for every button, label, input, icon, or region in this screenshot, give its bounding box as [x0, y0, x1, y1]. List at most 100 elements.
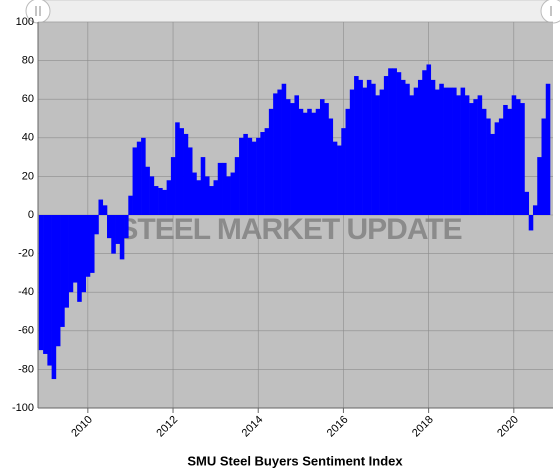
- bar: [507, 108, 512, 215]
- bar: [119, 215, 125, 260]
- bar: [422, 70, 427, 215]
- y-tick-label: -100: [12, 402, 34, 414]
- bar: [81, 215, 87, 293]
- bar: [456, 95, 461, 215]
- y-tick-label: 0: [28, 209, 34, 221]
- bar: [541, 118, 547, 215]
- bar: [396, 72, 402, 216]
- bar: [298, 108, 304, 215]
- bar: [319, 99, 325, 215]
- bar: [60, 215, 65, 327]
- bar: [273, 93, 278, 215]
- bar: [503, 104, 508, 215]
- bar: [268, 108, 274, 215]
- bar: [136, 141, 142, 215]
- bar: [439, 83, 444, 215]
- bar: [170, 157, 176, 215]
- bar: [107, 215, 112, 239]
- bar: [115, 215, 121, 244]
- bar: [166, 180, 172, 215]
- y-tick-label: -20: [18, 248, 34, 260]
- x-tick-label: 2014: [240, 414, 266, 440]
- y-tick-label: -40: [18, 286, 34, 298]
- bar: [337, 145, 342, 215]
- bar: [251, 141, 257, 215]
- bar: [179, 128, 184, 215]
- bar: [537, 157, 542, 215]
- bar: [358, 79, 363, 216]
- y-tick-label: -60: [18, 325, 34, 337]
- x-tick-label: 2012: [154, 414, 180, 440]
- bar: [77, 215, 82, 302]
- range-navigator[interactable]: [37, 0, 554, 23]
- bar: [43, 215, 48, 354]
- bar: [477, 95, 483, 215]
- bar: [307, 108, 312, 215]
- bar: [362, 87, 368, 215]
- bar: [469, 103, 474, 215]
- bar: [85, 215, 91, 277]
- bar: [209, 186, 214, 215]
- bar: [217, 162, 223, 215]
- bar: [524, 191, 530, 215]
- bar: [230, 172, 236, 215]
- bar: [486, 118, 491, 215]
- bar: [68, 215, 74, 293]
- bar: [447, 87, 453, 215]
- bar: [183, 133, 189, 215]
- bar: [345, 108, 351, 215]
- bar: [490, 133, 495, 215]
- y-tick-label: 80: [22, 55, 34, 67]
- bar: [354, 76, 359, 215]
- bar: [379, 89, 385, 215]
- y-tick-label: 40: [22, 132, 34, 144]
- bar: [38, 215, 44, 351]
- bar: [481, 108, 487, 215]
- bar: [494, 122, 500, 215]
- watermark: STEEL MARKET UPDATE: [118, 213, 461, 246]
- bar: [55, 215, 61, 347]
- bar: [187, 147, 193, 215]
- bar: [311, 112, 317, 215]
- bar: [243, 133, 248, 215]
- bar: [204, 176, 210, 215]
- bar: [226, 176, 231, 215]
- bar: [256, 137, 261, 215]
- bar: [413, 87, 419, 215]
- bar: [409, 95, 415, 215]
- bar: [405, 83, 410, 215]
- bar: [328, 118, 334, 215]
- bar: [51, 215, 57, 380]
- bar: [366, 79, 372, 216]
- bar: [452, 87, 457, 215]
- y-tick-label: 20: [22, 170, 34, 182]
- bar: [175, 122, 180, 215]
- y-tick-label: 100: [16, 16, 34, 28]
- bar: [371, 83, 376, 215]
- bar: [375, 95, 380, 215]
- bar: [149, 176, 155, 215]
- bar: [64, 215, 69, 308]
- bar: [435, 89, 440, 215]
- bar: [47, 215, 52, 366]
- bar: [290, 103, 295, 215]
- bar: [153, 186, 159, 215]
- bar: [141, 137, 146, 215]
- bar: [128, 195, 133, 215]
- bar: [281, 83, 287, 215]
- bar: [285, 99, 291, 215]
- bar: [443, 87, 449, 215]
- bar: [158, 187, 163, 215]
- bar: [426, 64, 432, 216]
- bar: [94, 215, 99, 235]
- bar: [98, 199, 104, 215]
- bar: [162, 189, 167, 215]
- bar: [277, 89, 282, 215]
- bar: [132, 147, 138, 215]
- bar: [464, 95, 470, 215]
- bar: [511, 95, 517, 215]
- bar: [400, 79, 406, 216]
- bar: [102, 205, 108, 215]
- bar: [392, 68, 397, 215]
